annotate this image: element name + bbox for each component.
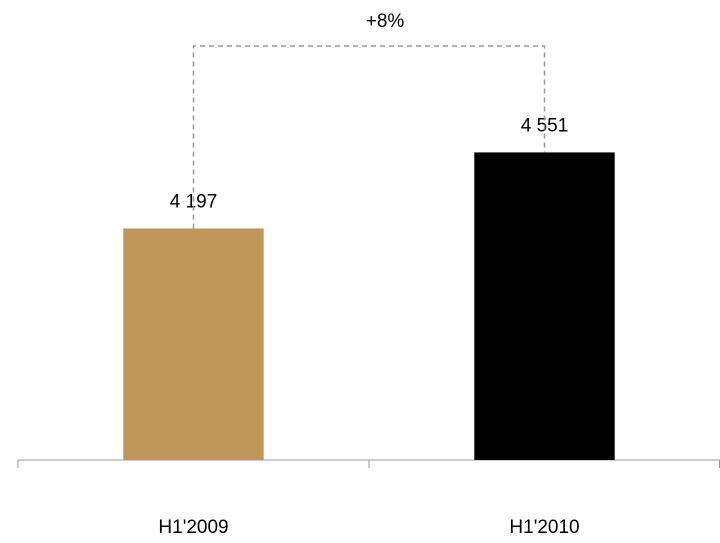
bar <box>474 152 615 461</box>
value-label: 4 197 <box>170 192 218 213</box>
bar <box>123 228 264 460</box>
x-tick-label: H1'2009 <box>158 517 228 538</box>
change-annotation: +8% <box>366 11 405 32</box>
label-bg <box>166 191 221 213</box>
x-tick-label: H1'2010 <box>509 517 579 538</box>
change-bracket <box>192 45 546 229</box>
